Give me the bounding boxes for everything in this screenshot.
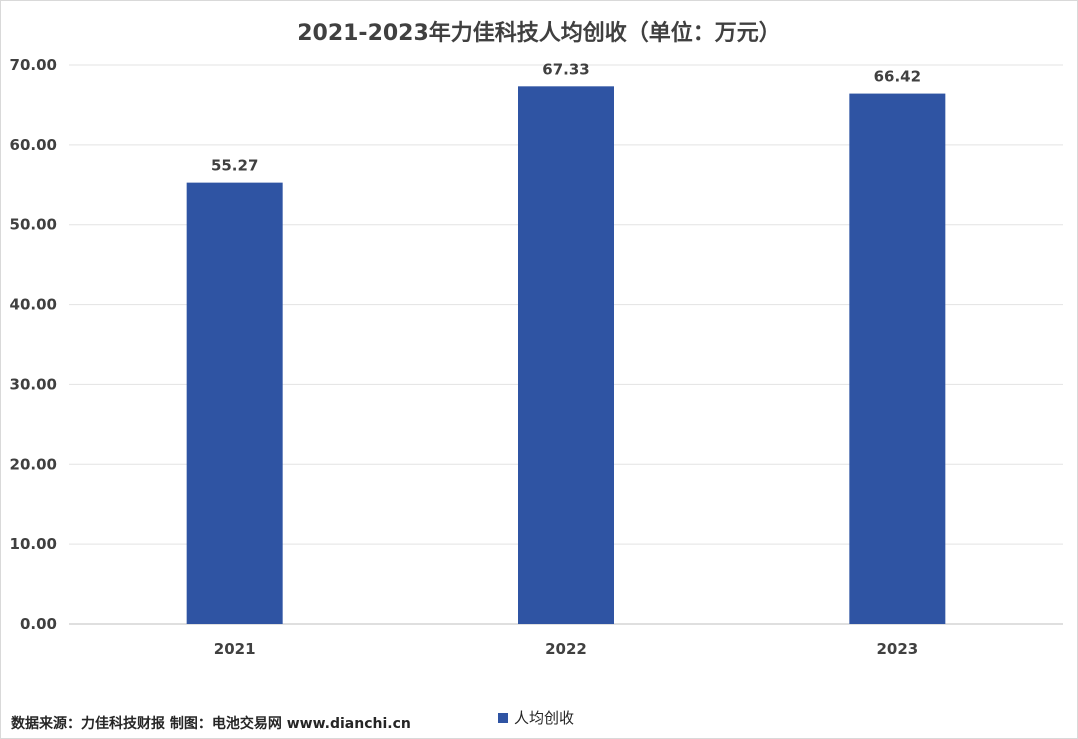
y-tick-label: 30.00 [10,375,57,393]
y-tick-label: 40.00 [10,296,57,314]
legend-swatch [498,712,508,723]
data-label: 55.27 [211,157,258,175]
bar [518,86,614,625]
data-label: 67.33 [542,60,589,78]
y-tick-label: 20.00 [10,455,57,473]
x-tick-label: 2021 [214,640,256,658]
x-tick-label: 2022 [545,640,587,658]
bar [186,182,283,624]
data-label: 66.42 [874,68,921,86]
chart-title: 2021-2023年力佳科技人均创收（单位：万元） [297,21,781,46]
source-note: 数据来源：力佳科技财报 制图：电池交易网 www.dianchi.cn [11,716,411,732]
y-tick-label: 60.00 [10,136,57,154]
y-tick-label: 50.00 [10,216,57,234]
legend-label: 人均创收 [514,709,575,727]
bar [849,93,946,624]
x-tick-label: 2023 [876,640,918,658]
legend: 人均创收 [498,707,574,728]
y-tick-label: 70.00 [10,56,57,74]
y-tick-label: 0.00 [20,615,57,633]
y-tick-label: 10.00 [10,535,57,553]
